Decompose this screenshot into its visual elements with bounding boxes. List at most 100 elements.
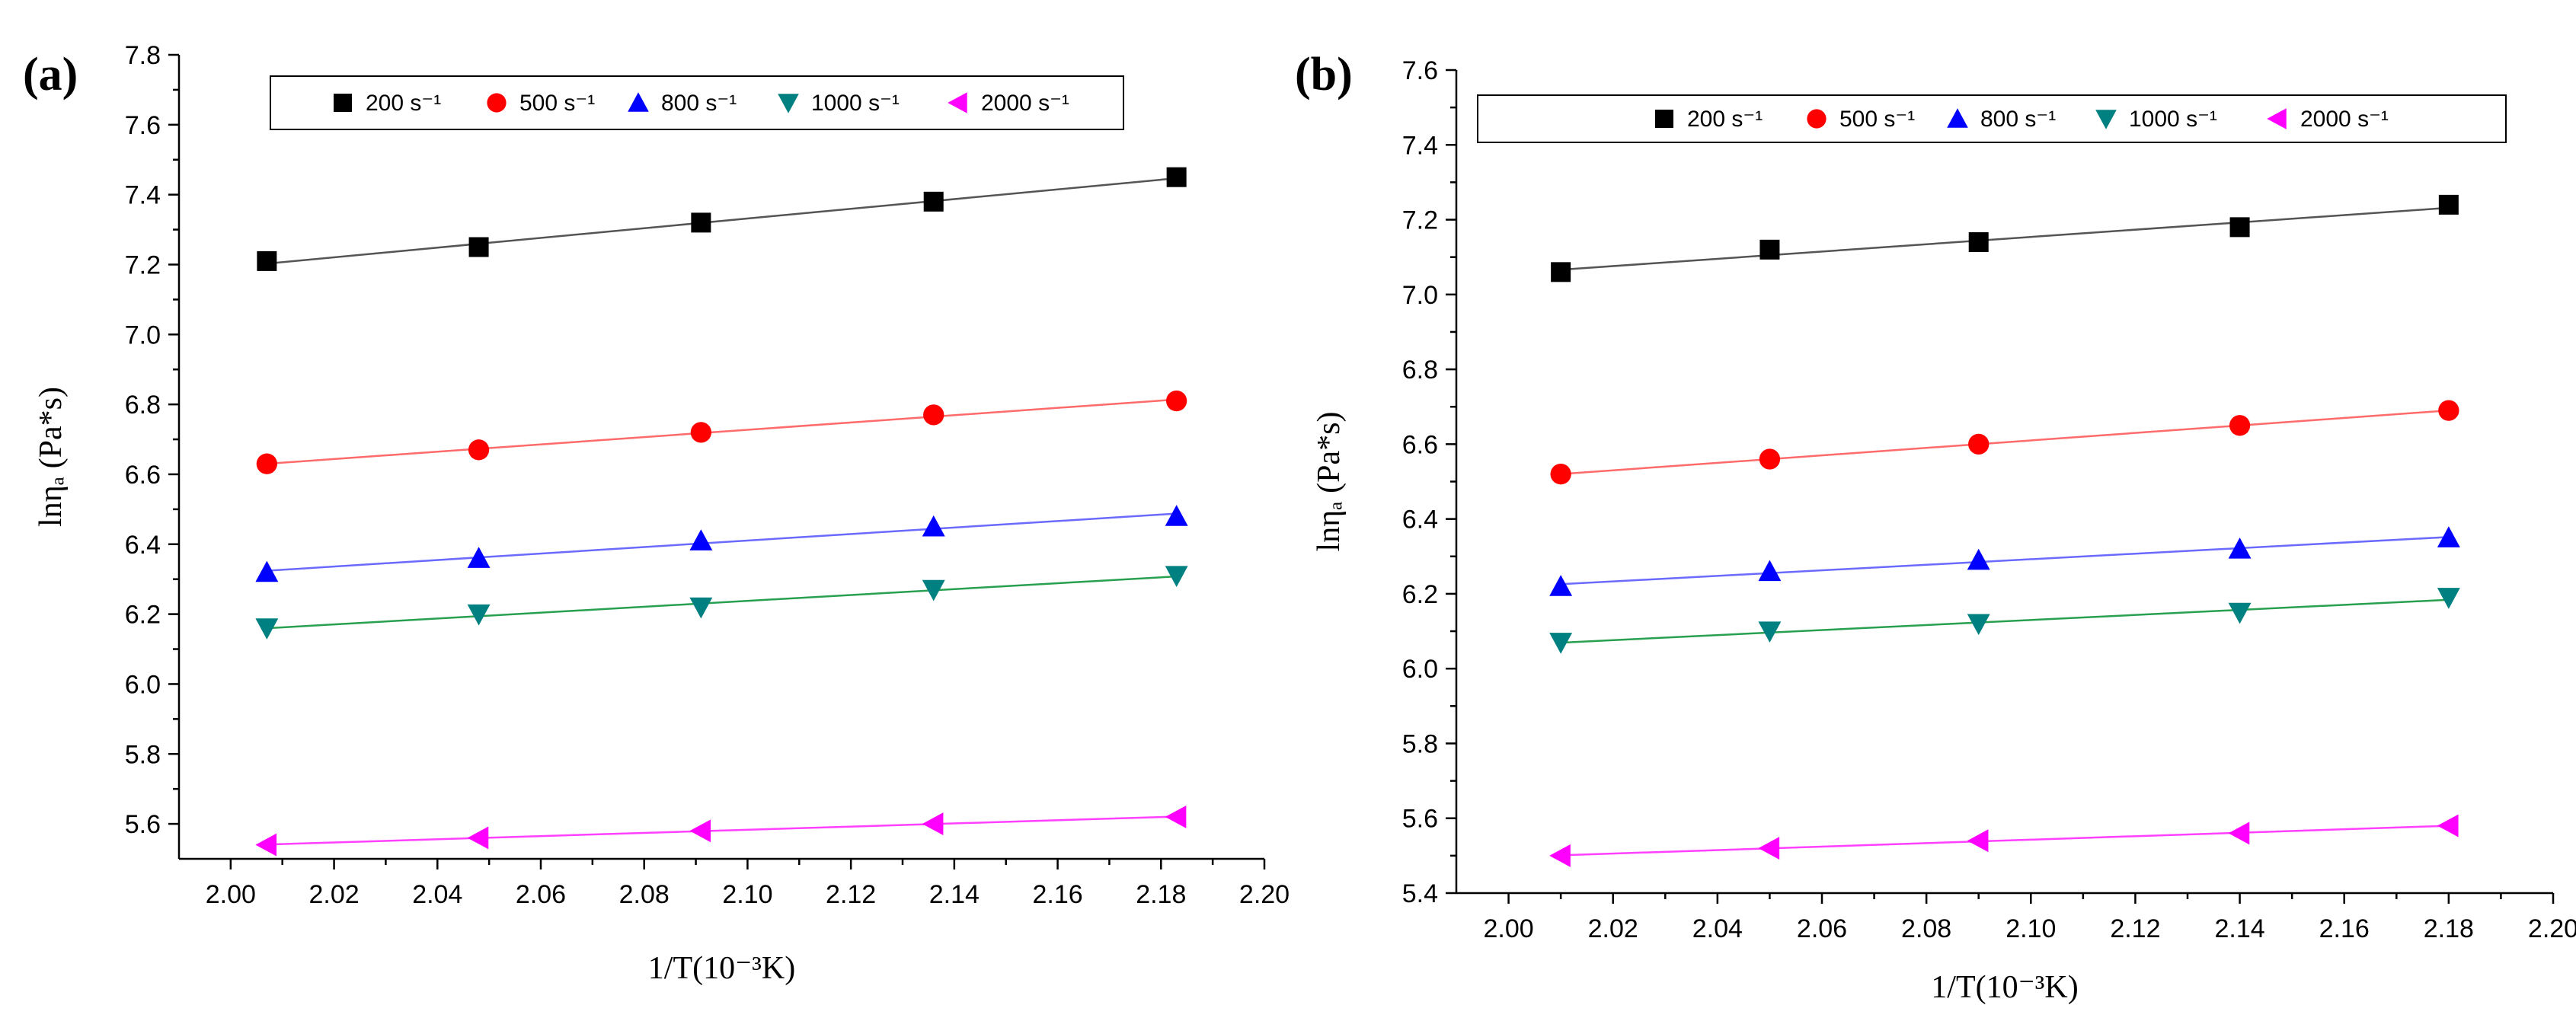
y-tick-label: 7.2	[125, 250, 161, 279]
legend-marker	[2095, 110, 2117, 129]
data-point	[2437, 526, 2460, 547]
fit-line	[1561, 598, 2449, 644]
y-tick-label: 7.4	[1402, 131, 1438, 160]
data-point	[922, 579, 945, 601]
fit-line	[1561, 536, 2449, 585]
y-tick-label: 7.0	[125, 321, 161, 349]
y-tick-label: 5.8	[125, 740, 161, 769]
legend-marker	[487, 93, 507, 113]
data-point	[1759, 239, 1780, 260]
data-point	[689, 529, 713, 550]
legend-entry: 500 s⁻¹	[1839, 107, 1915, 132]
data-point	[1165, 390, 1187, 412]
x-tick-label: 2.16	[2319, 914, 2370, 943]
y-tick-label: 7.2	[1402, 206, 1438, 235]
x-tick-label: 2.02	[308, 880, 359, 909]
legend-marker	[1807, 109, 1827, 129]
data-point	[1758, 837, 1780, 860]
data-point	[467, 826, 489, 850]
y-tick-label: 6.8	[125, 391, 161, 420]
legend-marker	[628, 92, 649, 112]
data-point	[257, 250, 277, 271]
data-point	[255, 618, 279, 640]
data-point	[1968, 232, 1989, 253]
x-tick-label: 2.04	[1692, 914, 1743, 943]
data-point	[2438, 400, 2459, 421]
series-2	[1549, 526, 2460, 596]
data-point	[2437, 814, 2459, 838]
legend-marker	[2267, 108, 2287, 129]
y-tick-label: 5.6	[1402, 805, 1438, 834]
y-tick-label: 6.4	[125, 531, 161, 560]
data-point	[1968, 433, 1990, 455]
x-tick-label: 2.06	[1797, 914, 1847, 943]
y-tick-label: 6.4	[1402, 506, 1438, 534]
y-tick-label: 7.0	[1402, 281, 1438, 310]
y-tick-label: 7.4	[125, 181, 161, 210]
x-tick-label: 2.14	[2214, 914, 2264, 943]
legend-entry: 500 s⁻¹	[519, 91, 595, 116]
legend-marker	[334, 94, 352, 112]
legend-entry: 1000 s⁻¹	[2129, 107, 2217, 132]
x-tick-label: 2.10	[2006, 914, 2056, 943]
legend-box	[270, 75, 1124, 130]
x-axis-label: 1/T(10⁻³K)	[1931, 970, 2078, 1005]
series-1	[1550, 400, 2459, 485]
y-tick-label: 6.0	[125, 670, 161, 699]
data-point	[1550, 464, 1571, 485]
y-tick-label: 7.6	[1402, 56, 1438, 85]
data-point	[1549, 575, 1573, 596]
panel-label: (b)	[1295, 49, 1353, 101]
x-tick-label: 2.14	[929, 880, 980, 909]
fit-line	[267, 177, 1177, 265]
data-point	[2228, 537, 2252, 559]
fit-line	[1561, 206, 2449, 271]
y-tick-label: 5.4	[1402, 879, 1438, 908]
data-point	[467, 547, 491, 568]
data-point	[690, 422, 712, 443]
series-4	[255, 805, 1187, 857]
data-point	[691, 212, 711, 233]
x-tick-label: 2.08	[619, 880, 670, 909]
fit-line	[267, 512, 1177, 572]
x-tick-label: 2.18	[1136, 880, 1186, 909]
legend-entry: 1000 s⁻¹	[811, 91, 900, 116]
y-tick-label: 5.8	[1402, 729, 1438, 758]
data-point	[2228, 822, 2250, 845]
y-tick-label: 5.6	[125, 810, 161, 839]
y-axis-label: lnηₐ (Pa*s)	[1312, 412, 1347, 552]
data-point	[1165, 566, 1188, 588]
series-0	[257, 167, 1187, 271]
data-point	[2228, 602, 2252, 624]
data-point	[1967, 548, 1990, 570]
legend-entry: 200 s⁻¹	[366, 91, 441, 116]
legend-entry: 200 s⁻¹	[1687, 107, 1763, 132]
x-tick-label: 2.10	[722, 880, 772, 909]
data-point	[923, 404, 944, 426]
legend-entry: 800 s⁻¹	[1980, 107, 2056, 132]
legend-marker	[948, 92, 967, 113]
y-tick-label: 6.6	[125, 461, 161, 490]
data-point	[923, 191, 944, 212]
x-tick-label: 2.12	[2110, 914, 2160, 943]
fit-line	[267, 815, 1177, 846]
x-tick-label: 2.04	[412, 880, 462, 909]
legend-marker	[1947, 108, 1968, 128]
x-tick-label: 2.06	[516, 880, 566, 909]
data-point	[2229, 217, 2250, 238]
x-tick-label: 2.00	[1483, 914, 1533, 943]
fit-line	[267, 575, 1177, 630]
y-tick-label: 6.2	[1402, 580, 1438, 609]
data-point	[2438, 194, 2459, 215]
panel-label: (a)	[23, 49, 78, 101]
fit-line	[1561, 825, 2449, 857]
chart-panel-1: (b) 2.00 2.02 2.04 2.06 2.08 2.10 2.12 2.14 2.16 2…	[1295, 49, 2576, 1005]
data-point	[1759, 448, 1781, 470]
x-tick-label: 2.00	[206, 880, 256, 909]
legend: 200 s⁻¹ 500 s⁻¹ 800 s⁻¹ 1000 s⁻¹ 2000 s⁻¹	[270, 75, 1124, 130]
legend-entry: 800 s⁻¹	[661, 91, 737, 116]
x-tick-label: 2.18	[2424, 914, 2474, 943]
series-0	[1551, 194, 2459, 282]
data-point	[255, 560, 279, 582]
